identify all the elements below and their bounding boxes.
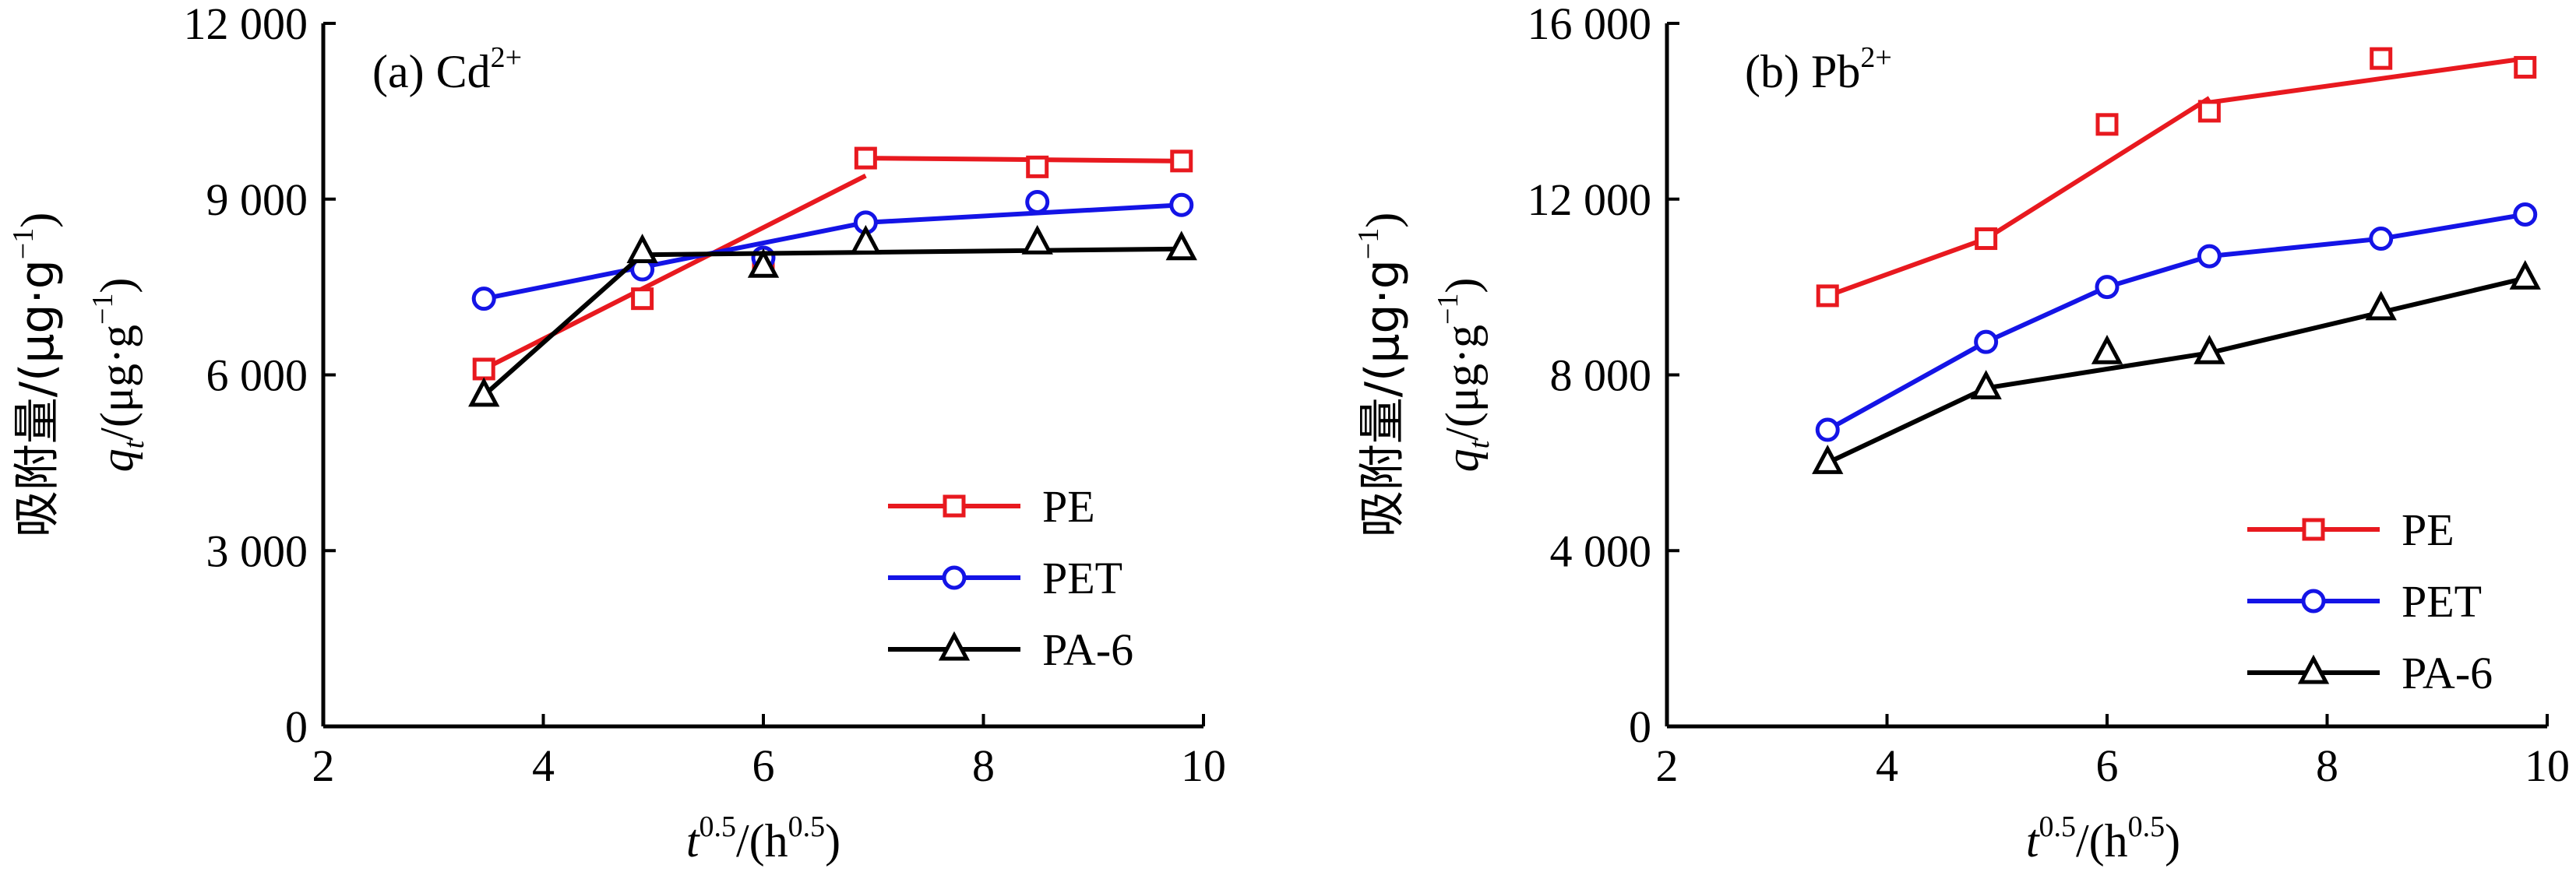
series-pe [1816, 47, 2537, 308]
data-point [1021, 224, 1053, 255]
data-point [2514, 55, 2537, 79]
legend-item-pe: PE [888, 481, 1095, 532]
data-point [1026, 155, 1049, 178]
y-tick-label: 8 000 [1550, 350, 1652, 401]
data-point [1170, 149, 1193, 173]
panel-label: (b) Pb2+ [1745, 41, 1892, 97]
y-tick-label: 0 [1629, 701, 1651, 752]
data-point [1812, 445, 1844, 474]
data-point [854, 146, 877, 170]
series-line [482, 252, 644, 398]
legend-item-pe: PE [2247, 505, 2454, 555]
data-point [626, 234, 658, 263]
data-point [850, 224, 882, 255]
series-line [865, 156, 1182, 163]
series-line [1827, 96, 2211, 298]
y-tick-label: 16 000 [1528, 0, 1652, 49]
legend-marker [943, 494, 966, 518]
data-point [2513, 202, 2538, 227]
x-tick-label: 2 [1656, 740, 1679, 791]
legend-marker [2302, 518, 2325, 541]
data-point [2509, 260, 2541, 290]
data-point [1815, 417, 1840, 442]
series-line [482, 173, 867, 371]
y-axis-title-line2: qt/(μg·g−1) [1432, 278, 1496, 473]
y-tick-label: 3 000 [206, 526, 308, 576]
chart-panel-pb: 0 4 000 8 000 12 000 16 000 2 4 6 8 10 PE PET PA-6 (b… [1352, 0, 2570, 867]
y-tick-label: 12 000 [184, 0, 308, 49]
x-tick-label: 6 [752, 740, 775, 791]
data-point [1025, 190, 1050, 215]
legend-marker [2297, 654, 2330, 684]
series-line [1826, 276, 2526, 466]
x-tick-label: 8 [972, 740, 995, 791]
series-line [1826, 212, 2526, 432]
series-pa-6 [1812, 260, 2541, 474]
series-line [642, 246, 1182, 258]
y-tick-label: 0 [285, 701, 308, 752]
data-point [2197, 244, 2222, 269]
data-point [468, 377, 500, 407]
series-pa-6 [468, 224, 1197, 407]
x-tick-label: 8 [2316, 740, 2338, 791]
legend-label: PET [1042, 553, 1122, 603]
data-point [2095, 113, 2119, 136]
y-tick-label: 4 000 [1550, 526, 1652, 576]
legend-item-pa-6: PA-6 [888, 624, 1133, 675]
series-line [865, 202, 1182, 225]
legend-label: PE [2402, 505, 2454, 555]
data-point [2194, 334, 2225, 364]
legend-label: PE [1042, 481, 1095, 532]
y-tick-label: 9 000 [206, 174, 308, 225]
y-axis-title-line1: 吸附量/(μg·g−1) [7, 213, 65, 537]
y-axis-title-line1: 吸附量/(μg·g−1) [1352, 213, 1410, 537]
y-axis-title-line2: qt/(μg·g−1) [86, 278, 150, 473]
x-tick-label: 4 [1876, 740, 1898, 791]
x-axis-title: t0.5/(h0.5) [2026, 810, 2180, 867]
series-line [483, 220, 866, 301]
chart-panel-cd: 0 3 000 6 000 9 000 12 000 2 4 6 8 10 PE PET PA-6 (a)… [7, 0, 1226, 867]
data-point [2365, 290, 2397, 321]
x-tick-label: 4 [532, 740, 555, 791]
data-point [747, 248, 780, 278]
data-point [1816, 284, 1839, 308]
data-point [1974, 329, 1999, 354]
data-point [1165, 230, 1197, 261]
data-point [2369, 227, 2394, 251]
legend-item-pet: PET [2247, 576, 2482, 627]
data-point [1169, 192, 1194, 217]
y-tick-label: 6 000 [206, 350, 308, 401]
legend-item-pa-6: PA-6 [2247, 648, 2493, 698]
series-line [2208, 56, 2526, 105]
data-point [472, 357, 495, 381]
x-axis-title: t0.5/(h0.5) [686, 810, 840, 867]
legend-marker [938, 631, 971, 661]
x-tick-label: 10 [1181, 740, 1226, 791]
panel-label: (a) Cd2+ [372, 41, 522, 97]
legend-marker [2301, 589, 2326, 614]
y-tick-label: 12 000 [1528, 174, 1652, 225]
x-tick-label: 2 [312, 740, 335, 791]
series-pe [472, 146, 1193, 381]
data-point [2095, 275, 2120, 300]
data-point [1970, 370, 2002, 399]
series-pet [1815, 202, 2538, 442]
legend-label: PA-6 [2402, 648, 2493, 698]
legend-label: PA-6 [1042, 624, 1133, 675]
data-point [1975, 227, 1998, 251]
data-point [2091, 334, 2123, 364]
x-tick-label: 6 [2096, 740, 2119, 791]
legend-marker [942, 565, 967, 590]
legend-item-pet: PET [888, 553, 1122, 603]
data-point [2370, 47, 2393, 70]
legend-label: PET [2402, 576, 2482, 627]
data-point [2197, 100, 2221, 123]
data-point [631, 287, 654, 311]
data-point [471, 287, 496, 311]
x-tick-label: 10 [2525, 740, 2570, 791]
